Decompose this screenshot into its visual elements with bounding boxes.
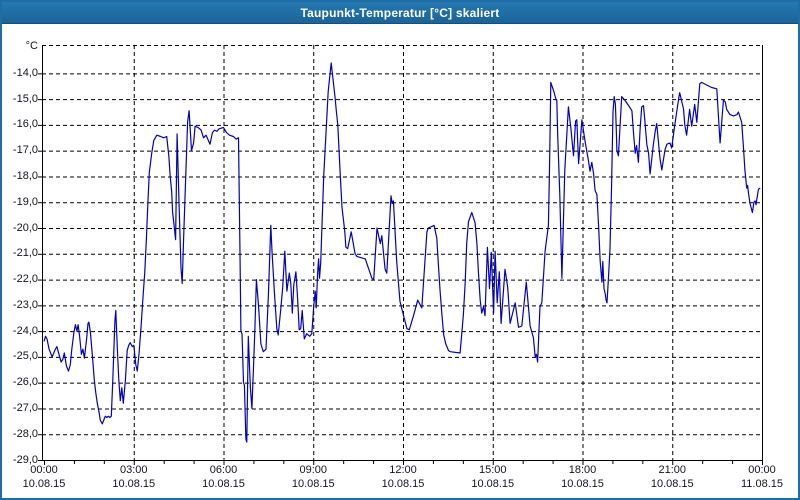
y-tick-label: -25,0 (12, 350, 38, 363)
y-unit-label: °C (25, 40, 38, 52)
y-tick-label: -28,0 (12, 427, 38, 440)
y-tick-label: -26,0 (12, 376, 38, 389)
y-tick-label: -14,0 (12, 66, 38, 79)
x-tick-date-label: 10.08.15 (650, 478, 694, 490)
x-tick-date-label: 11.08.15 (740, 478, 783, 490)
x-tick-time-label: 03:00 (119, 464, 148, 476)
y-tick-label: -22,0 (12, 273, 38, 286)
x-tick-time-label: 09:00 (299, 464, 328, 476)
x-tick-time-label: 18:00 (568, 464, 597, 476)
y-tick-label: -17,0 (12, 144, 38, 157)
y-tick-label: -20,0 (12, 221, 38, 234)
x-tick-date-label: 10.08.15 (112, 478, 156, 490)
window-title: Taupunkt-Temperatur [°C] skaliert (300, 5, 500, 20)
chart-area: °C -14,0 -15,0 -16,0 -17,0 -18,0 -19,0 -20,0 -2… (2, 24, 798, 498)
chart-canvas (38, 45, 763, 465)
y-tick-label: -29,0 (12, 453, 38, 466)
x-tick-date-label: 10.08.15 (22, 478, 66, 490)
y-tick-label: -19,0 (12, 195, 38, 208)
x-tick-date-label: 10.08.15 (561, 478, 604, 490)
x-tick-date-label: 10.08.15 (381, 478, 425, 490)
y-tick-label: -18,0 (12, 169, 38, 182)
x-tick-date-label: 10.08.15 (471, 478, 515, 490)
series-line (43, 62, 761, 443)
x-tick-date-label: 10.08.15 (202, 478, 245, 490)
x-tick-time-label: 15:00 (478, 464, 507, 476)
y-tick-label: -21,0 (12, 247, 38, 260)
x-tick-time-label: 21:00 (658, 464, 687, 476)
x-tick-date-label: 10.08.15 (291, 478, 335, 490)
y-tick-label: -24,0 (12, 324, 38, 337)
x-tick-time-label: 06:00 (209, 464, 238, 476)
x-tick-time-label: 12:00 (389, 464, 417, 476)
x-tick-time-label: 00:00 (748, 464, 776, 476)
y-tick-label: -23,0 (12, 298, 38, 311)
y-tick-label: -16,0 (12, 118, 38, 131)
title-bar: Taupunkt-Temperatur [°C] skaliert (2, 2, 798, 24)
y-tick-label: -27,0 (12, 401, 38, 414)
y-tick-label: -15,0 (12, 92, 38, 105)
x-tick-time-label: 00:00 (30, 464, 58, 476)
